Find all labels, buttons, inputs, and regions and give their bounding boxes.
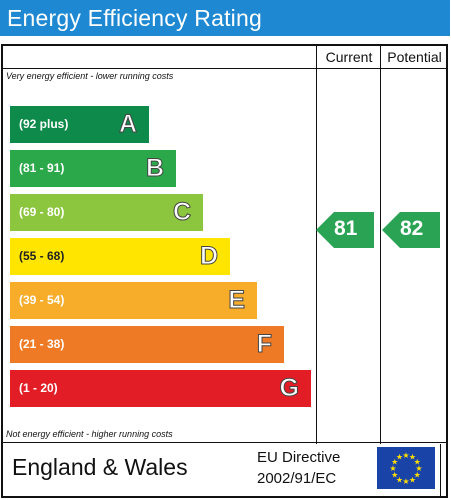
band-e: (39 - 54) E bbox=[10, 282, 257, 319]
eu-star-icon: ★ bbox=[414, 458, 421, 467]
eu-star-icon: ★ bbox=[415, 464, 422, 473]
eu-star-icon: ★ bbox=[391, 471, 398, 480]
band-g: (1 - 20) G bbox=[10, 370, 311, 407]
band-letter-label: F bbox=[256, 330, 272, 359]
directive-line-1: EU Directive bbox=[257, 449, 341, 466]
band-c: (69 - 80) C bbox=[10, 194, 203, 231]
footer-right-divider bbox=[440, 444, 441, 498]
eu-star-icon: ★ bbox=[409, 475, 416, 484]
top-note: Very energy efficient - lower running co… bbox=[6, 71, 174, 81]
eu-star-icon: ★ bbox=[391, 458, 398, 467]
band-letter-label: E bbox=[228, 286, 246, 315]
band-d: (55 - 68) D bbox=[10, 238, 230, 275]
eu-star-icon: ★ bbox=[414, 471, 421, 480]
potential-column-header: Potential bbox=[387, 49, 442, 65]
current-rating-value: 81 bbox=[334, 217, 358, 240]
eu-star-icon: ★ bbox=[396, 475, 403, 484]
eu-star-icon: ★ bbox=[402, 477, 409, 486]
band-letter-label: C bbox=[172, 198, 191, 227]
eu-star-icon: ★ bbox=[389, 464, 396, 473]
band-range-label: (21 - 38) bbox=[19, 337, 65, 351]
region-label: England & Wales bbox=[12, 454, 188, 480]
rating-table: Current Potential bbox=[1, 44, 448, 498]
eu-star-icon: ★ bbox=[396, 453, 403, 462]
band-letter-label: G bbox=[279, 374, 299, 403]
band-letter-label: D bbox=[199, 242, 218, 271]
band-a: (92 plus) A bbox=[10, 106, 149, 143]
band-range-label: (1 - 20) bbox=[19, 381, 58, 395]
bottom-note: Not energy efficient - higher running co… bbox=[6, 429, 173, 439]
eu-flag-icon: ★ ★ ★ ★ ★ ★ ★ ★ ★ ★ ★ ★ bbox=[377, 447, 435, 489]
band-b: (81 - 91) B bbox=[10, 150, 176, 187]
band-range-label: (55 - 68) bbox=[19, 249, 65, 263]
band-letter-label: B bbox=[145, 154, 164, 183]
potential-column-divider bbox=[380, 46, 381, 444]
header-bar: Energy Efficiency Rating bbox=[0, 0, 450, 36]
band-range-label: (92 plus) bbox=[19, 117, 69, 131]
band-range-label: (39 - 54) bbox=[19, 293, 65, 307]
eu-star-icon: ★ bbox=[409, 453, 416, 462]
band-f: (21 - 38) F bbox=[10, 326, 284, 363]
page-title: Energy Efficiency Rating bbox=[7, 5, 262, 31]
eu-star-icon: ★ bbox=[402, 451, 409, 460]
header-row-divider bbox=[3, 68, 446, 69]
potential-rating-value: 82 bbox=[400, 217, 424, 240]
band-range-label: (81 - 91) bbox=[19, 161, 65, 175]
band-range-label: (69 - 80) bbox=[19, 205, 65, 219]
footer-row-divider bbox=[3, 442, 446, 443]
current-column-divider bbox=[316, 46, 317, 444]
directive-line-2: 2002/91/EC bbox=[257, 470, 337, 487]
current-column-header: Current bbox=[325, 49, 373, 65]
band-letter-label: A bbox=[118, 110, 137, 139]
